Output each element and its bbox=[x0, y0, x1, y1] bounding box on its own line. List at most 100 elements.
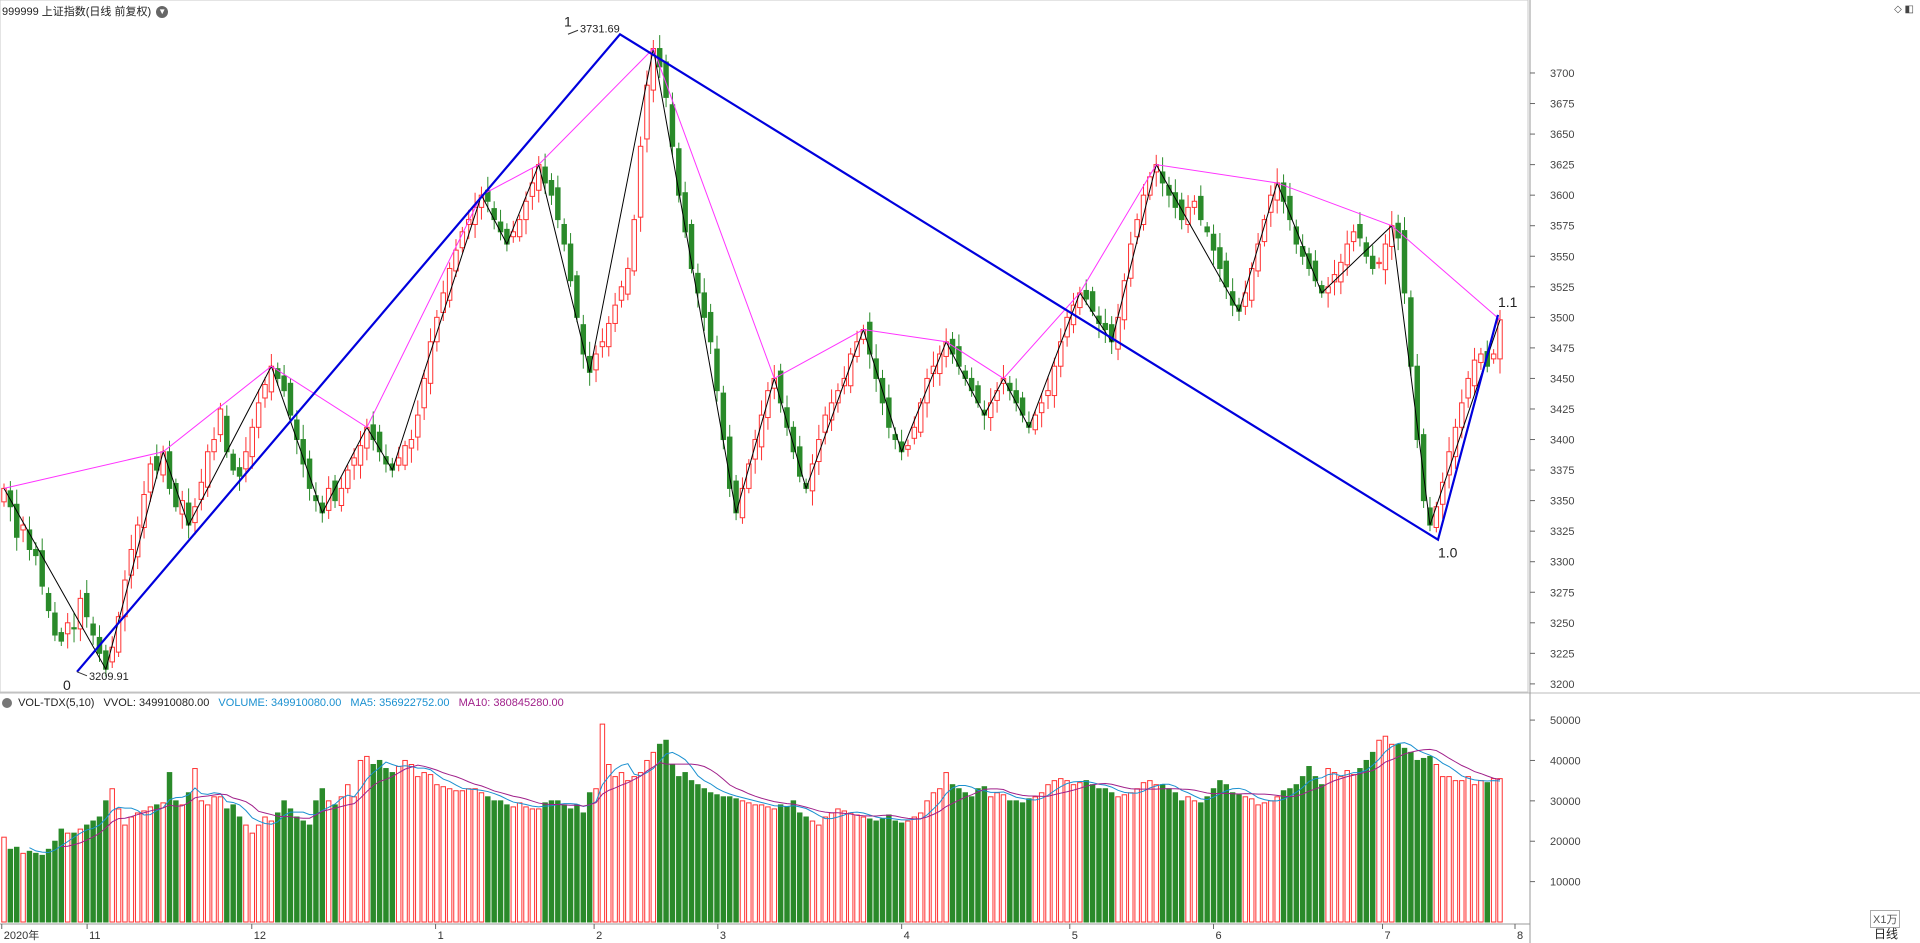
candle-body bbox=[300, 439, 306, 465]
volume-bar bbox=[1166, 788, 1172, 923]
candle-body bbox=[434, 316, 440, 343]
candle-body bbox=[701, 292, 707, 318]
candle-body bbox=[1058, 341, 1064, 367]
volume-bar bbox=[1471, 784, 1478, 923]
volume-bar bbox=[606, 764, 612, 923]
volume-bar bbox=[1128, 792, 1134, 923]
window-controls[interactable]: ◇ ◧ bbox=[1894, 4, 1914, 15]
candle-body bbox=[1408, 297, 1414, 367]
period-label[interactable]: 日线 bbox=[1874, 927, 1899, 941]
volume-bar bbox=[1159, 784, 1166, 923]
candle-body bbox=[45, 592, 52, 612]
volume-bar bbox=[472, 788, 478, 923]
volume-bar bbox=[1210, 788, 1217, 923]
volume-bar bbox=[230, 804, 236, 923]
candle-body bbox=[287, 382, 294, 416]
candle-body bbox=[555, 187, 561, 221]
volume-bar bbox=[96, 816, 103, 923]
volume-bar bbox=[1350, 774, 1357, 923]
x-tick-label: 5 bbox=[1072, 930, 1078, 942]
volume-bar bbox=[1446, 776, 1452, 923]
y-tick-label: 3250 bbox=[1550, 618, 1574, 630]
volume-bar bbox=[243, 824, 249, 923]
candle-body bbox=[542, 166, 548, 184]
volume-bar bbox=[465, 788, 472, 923]
candle-body bbox=[224, 415, 230, 453]
volume-bar bbox=[981, 786, 988, 923]
candle-body bbox=[1376, 261, 1382, 265]
volume-bar bbox=[924, 800, 930, 923]
panel-toggle-icon[interactable]: ◧ bbox=[1904, 4, 1914, 15]
candle-body bbox=[1032, 414, 1039, 431]
ma5-value: MA5: 356922752.00 bbox=[350, 697, 450, 709]
volume-bar bbox=[1013, 800, 1019, 923]
volume-bar bbox=[1465, 776, 1471, 923]
candle-body bbox=[784, 407, 790, 428]
volume-bar bbox=[160, 802, 166, 923]
volume-bar bbox=[122, 824, 128, 923]
chevron-down-icon[interactable]: ▼ bbox=[156, 6, 169, 19]
volume-bar bbox=[275, 812, 281, 923]
candle-body bbox=[1185, 206, 1191, 225]
settings-icon[interactable] bbox=[2, 698, 12, 709]
volume-bar bbox=[1325, 768, 1331, 923]
volume-bar bbox=[618, 772, 625, 923]
volume-bar bbox=[835, 808, 841, 923]
candle-body bbox=[249, 426, 256, 458]
candle-body bbox=[421, 377, 427, 409]
volume-bar bbox=[1000, 794, 1007, 923]
candle-body bbox=[809, 463, 816, 492]
candle-body bbox=[561, 223, 567, 245]
candle-body bbox=[516, 219, 523, 238]
volume-bar bbox=[64, 832, 71, 923]
candle-body bbox=[1102, 322, 1109, 331]
volume-bar bbox=[33, 852, 39, 923]
volume-bar bbox=[1420, 757, 1427, 923]
candle-body bbox=[115, 616, 122, 653]
volume-bar bbox=[771, 808, 778, 923]
volume-bar bbox=[523, 806, 529, 923]
volume-bar bbox=[1223, 784, 1229, 923]
volume-bar bbox=[224, 808, 230, 923]
volume-bar bbox=[1338, 776, 1344, 923]
candle-body bbox=[822, 414, 828, 433]
sub-wave-line bbox=[3, 47, 1501, 489]
candle-body bbox=[669, 104, 676, 147]
candle-body bbox=[351, 457, 357, 466]
candle-body bbox=[835, 390, 841, 404]
volume-bar bbox=[1331, 772, 1338, 923]
volume-bar bbox=[580, 812, 587, 923]
candle-body bbox=[1401, 230, 1408, 294]
volume-bar bbox=[631, 776, 637, 923]
volume-bar bbox=[364, 755, 370, 923]
x-tick-label: 7 bbox=[1385, 930, 1391, 942]
diamond-icon[interactable]: ◇ bbox=[1894, 4, 1902, 15]
volume-bar bbox=[440, 786, 446, 923]
wave-label: 1.1 bbox=[1498, 294, 1518, 310]
x-tick-label: 6 bbox=[1216, 930, 1222, 942]
volume-bar bbox=[1089, 784, 1096, 923]
volume-bar bbox=[58, 828, 65, 923]
candle-body bbox=[1261, 219, 1268, 243]
candle-body bbox=[1255, 243, 1261, 272]
x-tick-label: 1 bbox=[438, 930, 444, 942]
candle-body bbox=[905, 445, 911, 450]
price-pointer bbox=[76, 671, 88, 677]
candle-body bbox=[1369, 255, 1376, 269]
candle-body bbox=[676, 148, 682, 196]
volume-bar bbox=[1484, 782, 1490, 923]
candle-body bbox=[1172, 192, 1179, 208]
candle-body bbox=[1096, 315, 1102, 324]
volume-bar bbox=[777, 804, 784, 923]
price-pointer bbox=[567, 29, 579, 35]
candle-body bbox=[1465, 377, 1471, 399]
candle-body bbox=[1089, 291, 1096, 312]
volume-bar bbox=[930, 792, 937, 923]
volume-bar bbox=[841, 810, 848, 923]
volume-bar bbox=[294, 816, 300, 923]
volume-bar bbox=[103, 800, 109, 923]
volume-bar bbox=[90, 820, 96, 923]
candle-body bbox=[625, 267, 631, 295]
candle-body bbox=[1420, 434, 1427, 502]
